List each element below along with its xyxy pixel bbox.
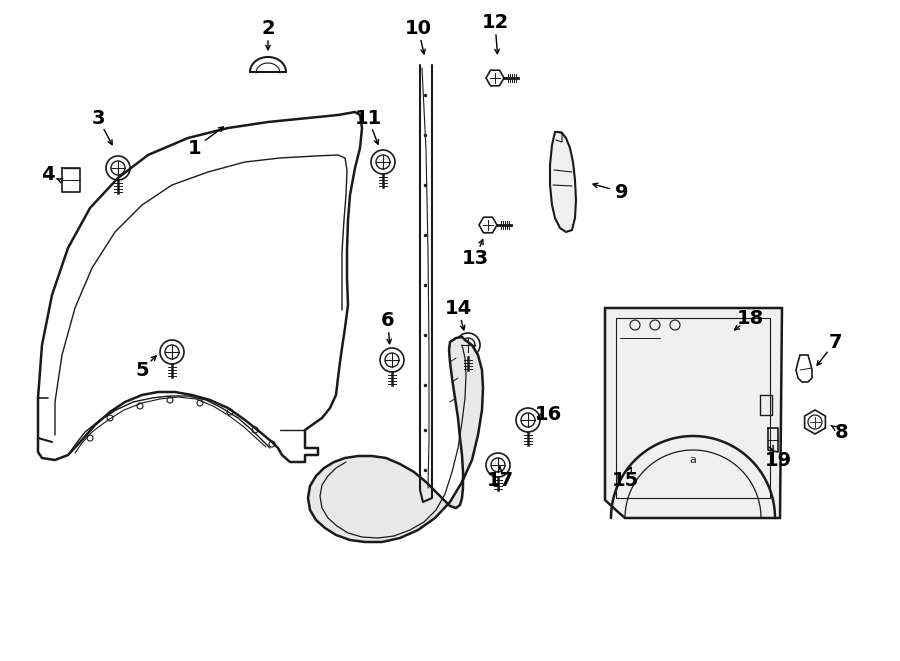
Text: 11: 11 <box>355 108 382 128</box>
Text: 4: 4 <box>41 165 55 184</box>
Text: 8: 8 <box>835 422 849 442</box>
Text: 6: 6 <box>382 311 395 329</box>
Text: a: a <box>689 455 697 465</box>
Text: 16: 16 <box>535 405 562 424</box>
Text: 9: 9 <box>616 182 629 202</box>
Text: 3: 3 <box>91 108 104 128</box>
Polygon shape <box>308 337 483 542</box>
Polygon shape <box>550 132 576 232</box>
Text: 7: 7 <box>828 332 842 352</box>
Text: 18: 18 <box>736 309 763 327</box>
Text: 1: 1 <box>188 139 202 157</box>
Text: 13: 13 <box>462 249 489 268</box>
Text: 10: 10 <box>404 19 431 38</box>
Polygon shape <box>796 355 812 382</box>
Text: 19: 19 <box>764 451 792 469</box>
Text: 2: 2 <box>261 19 274 38</box>
Polygon shape <box>605 308 782 518</box>
Text: 15: 15 <box>611 471 639 490</box>
Text: 17: 17 <box>486 471 514 490</box>
Text: 12: 12 <box>482 13 508 32</box>
Text: 5: 5 <box>135 360 148 379</box>
Text: 14: 14 <box>445 299 472 317</box>
